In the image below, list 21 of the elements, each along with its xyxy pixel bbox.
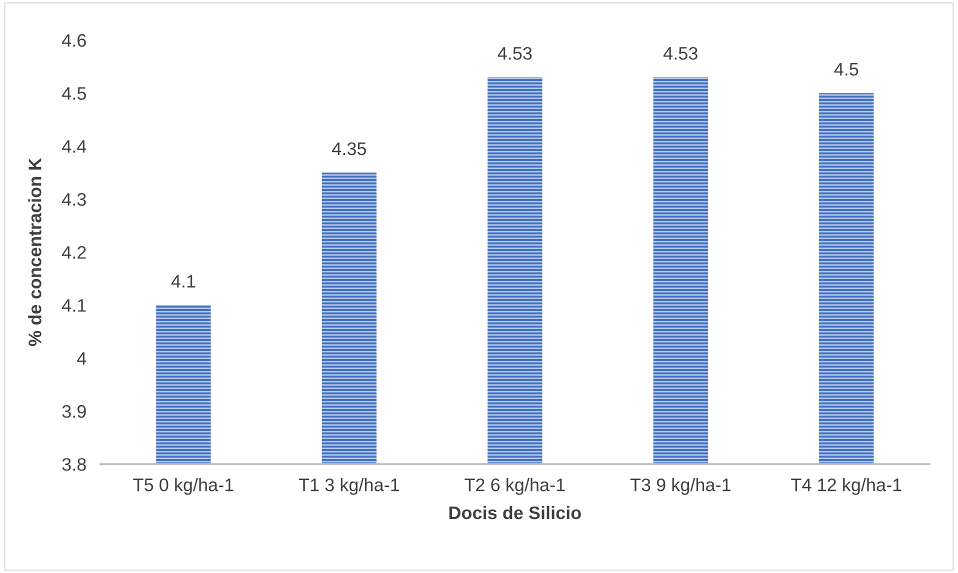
x-axis-title: Docis de Silicio — [449, 506, 581, 520]
y-tick-label: 4 — [77, 352, 86, 365]
data-label: 4.35 — [332, 142, 366, 156]
y-tick-label: 3.9 — [62, 405, 86, 418]
y-tick-label: 4.2 — [62, 246, 86, 259]
data-label: 4.53 — [498, 46, 532, 60]
x-tick-label: T5 0 kg/ha-1 — [133, 478, 234, 495]
y-tick-label: 4.1 — [62, 299, 86, 312]
y-tick-label: 3.8 — [62, 458, 86, 471]
x-tick-label: T4 12 kg/ha-1 — [791, 478, 902, 495]
x-tick-label: T1 3 kg/ha-1 — [298, 478, 399, 495]
data-label: 4.5 — [834, 63, 858, 76]
x-tick-label: T3 9 kg/ha-1 — [630, 478, 730, 495]
x-tick-label: T2 6 kg/ha-1 — [464, 478, 565, 495]
y-axis-title: % de concentracion K — [28, 158, 42, 346]
y-tick-label: 4.5 — [62, 87, 86, 100]
y-tick-label: 4.3 — [62, 193, 86, 206]
y-tick-label: 4.6 — [62, 34, 86, 47]
data-label: 4.53 — [664, 46, 698, 60]
y-tick-label: 4.4 — [62, 140, 86, 153]
data-label: 4.1 — [171, 275, 196, 288]
